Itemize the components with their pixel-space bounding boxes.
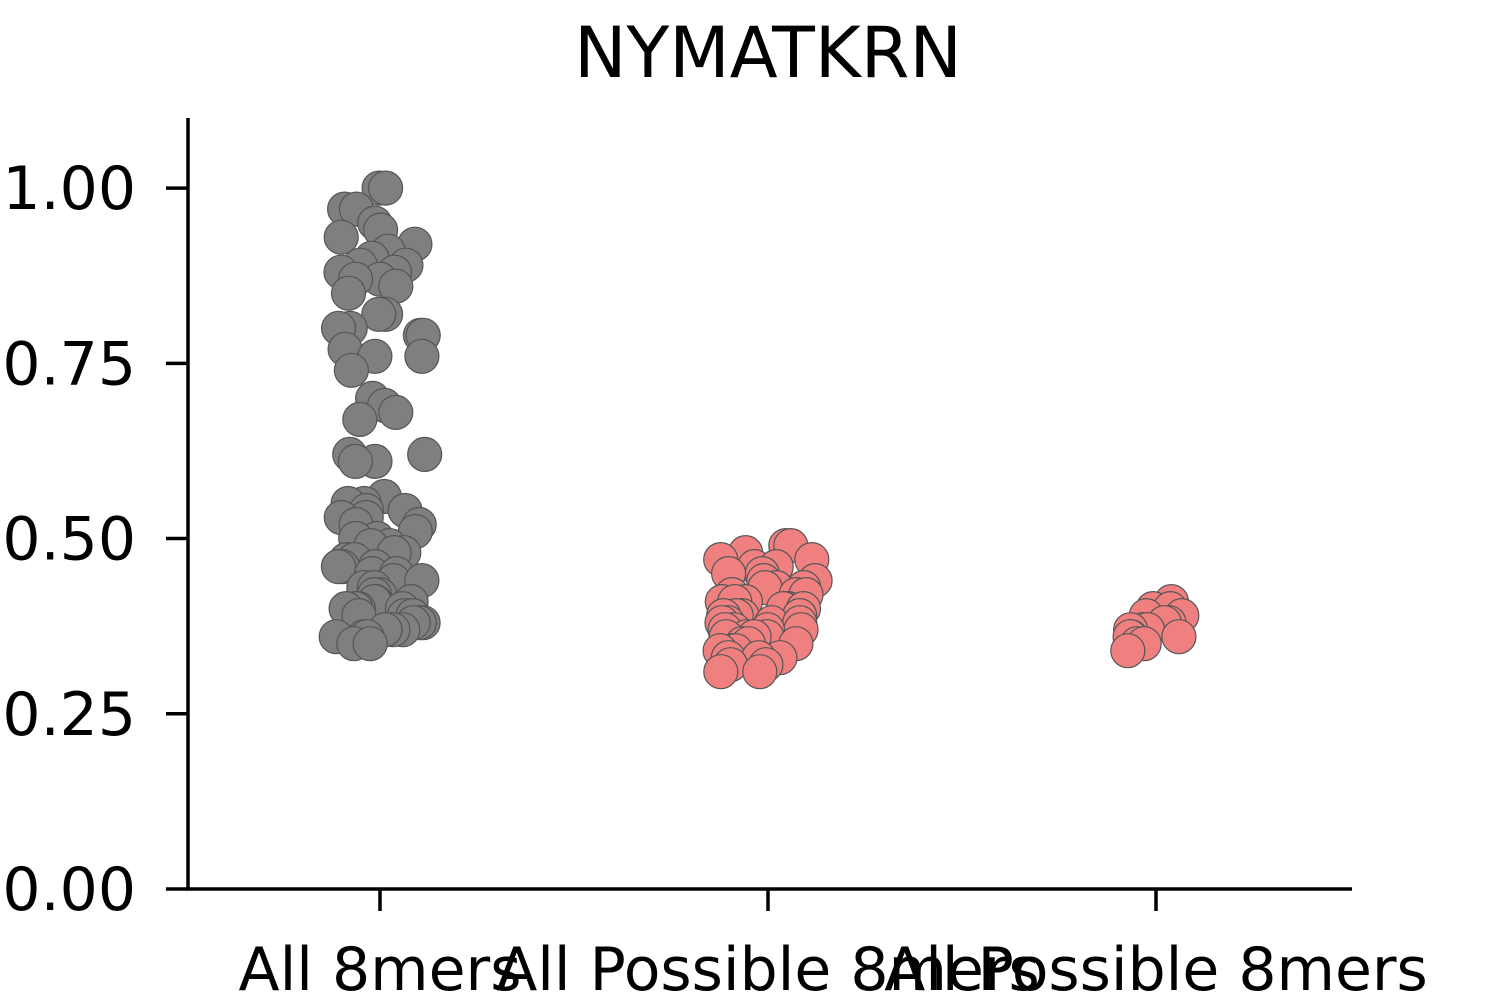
data-point [368, 170, 404, 206]
data-point [404, 338, 440, 374]
data-point [742, 654, 778, 690]
data-point [1161, 619, 1197, 655]
data-point [323, 219, 359, 255]
points-layer [318, 170, 1200, 690]
x-tick-label: All Possible 8mers [496, 935, 1040, 1000]
data-point [320, 548, 356, 585]
data-point [407, 436, 443, 472]
x-tick-label: All 8mers [239, 935, 522, 1000]
y-tick-label: 0.50 [2, 505, 136, 575]
data-point [330, 275, 367, 311]
data-point [1110, 633, 1146, 669]
data-point [352, 626, 388, 662]
y-tick-label: 0.25 [2, 680, 136, 750]
y-tick-label: 1.00 [2, 154, 136, 224]
data-point [378, 394, 414, 430]
y-ticks: 0.00 0.25 0.50 0.75 1.00 [2, 154, 188, 925]
data-point [333, 352, 369, 388]
x-tick-label: All Possible 8mers [884, 935, 1428, 1000]
data-point [703, 654, 739, 690]
chart-title: NYMATKRN [574, 12, 962, 94]
y-tick-label: 0.00 [2, 855, 136, 925]
y-tick-label: 0.75 [2, 329, 136, 399]
data-point [337, 443, 373, 479]
data-point [361, 296, 397, 332]
data-point [342, 401, 378, 437]
